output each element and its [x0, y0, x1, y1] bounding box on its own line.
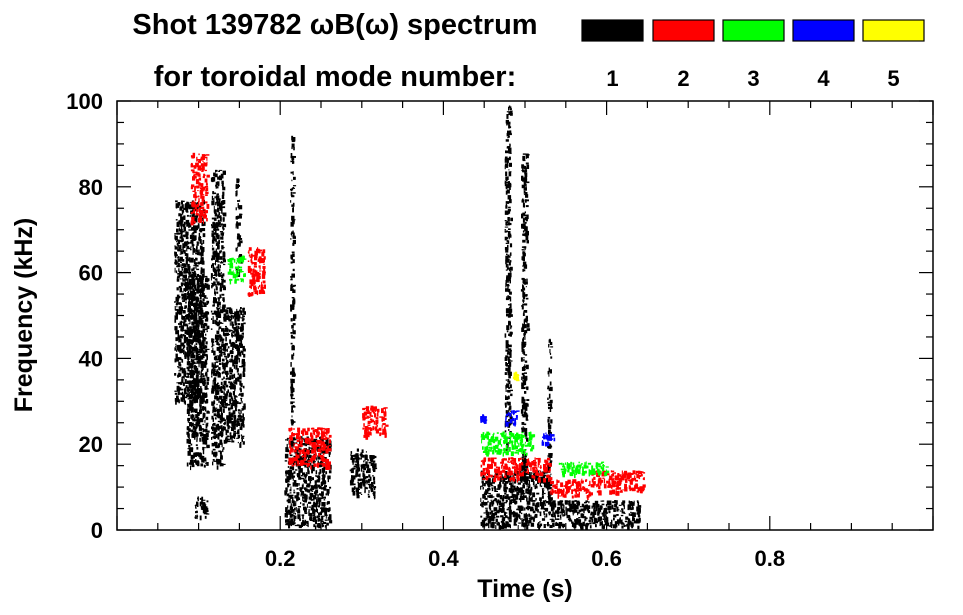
legend-swatch-mode-3	[722, 19, 785, 42]
axis-ticks	[116, 100, 934, 531]
x-axis-label: Time (s)	[477, 575, 572, 603]
x-tick-label: 0.4	[428, 546, 459, 571]
spectrum-blob-mode-2	[288, 427, 332, 470]
y-tick-label: 60	[79, 261, 103, 286]
spectrum-blob-mode-4	[541, 432, 556, 447]
chart-title-line2: for toroidal mode number:	[154, 61, 517, 93]
spectrum-blob-mode-4	[505, 410, 520, 427]
spectrum-blob-mode-3	[558, 461, 610, 479]
y-tick-label: 20	[79, 432, 103, 457]
y-tick-label: 100	[66, 89, 103, 114]
legend-label-mode-4: 4	[817, 66, 830, 91]
chart-title-line1: Shot 139782 ωB(ω) spectrum	[132, 9, 537, 41]
y-tick-label: 40	[79, 346, 103, 371]
y-tick-labels: 0 20 40 60 80 100	[66, 89, 103, 543]
x-tick-label: 0.2	[265, 546, 296, 571]
legend-swatch-mode-5	[862, 19, 925, 42]
legend: 1 2 3 4 5	[581, 19, 925, 91]
plot-data	[174, 105, 646, 530]
x-tick-label: 0.6	[591, 546, 622, 571]
spectrum-blob-mode-1	[290, 135, 297, 426]
spectrum-blob-mode-1	[186, 272, 210, 471]
spectrum-blob-mode-1	[349, 448, 378, 500]
spectrum-blob-mode-5	[512, 371, 520, 382]
legend-label-mode-1: 1	[606, 66, 618, 91]
y-tick-label: 0	[91, 518, 103, 543]
spectrum-blob-mode-1	[223, 307, 246, 448]
legend-swatch-mode-2	[652, 19, 715, 42]
spectrum-blob-mode-2	[480, 457, 553, 483]
legend-label-mode-5: 5	[887, 66, 899, 91]
spectrum-blob-mode-2	[247, 247, 266, 297]
x-tick-labels: 0.2 0.4 0.6 0.8	[265, 546, 785, 571]
legend-label-mode-2: 2	[677, 66, 689, 91]
spectrum-blob-mode-2	[362, 405, 389, 440]
spectrum-blob-mode-1	[549, 500, 642, 530]
spectrum-blob-mode-1	[194, 496, 210, 521]
x-tick-label: 0.8	[755, 546, 786, 571]
spectrum-blob-mode-2	[549, 478, 593, 501]
spectrum-blob-mode-4	[480, 414, 488, 424]
legend-swatch-mode-1	[581, 19, 644, 42]
spectrum-blob-mode-1	[480, 470, 553, 530]
y-axis-label: Frequency (kHz)	[10, 218, 38, 412]
legend-swatch-mode-4	[792, 19, 855, 42]
y-tick-label: 80	[79, 175, 103, 200]
spectrum-blob-mode-2	[190, 152, 210, 226]
spectrum-blob-mode-1	[210, 169, 227, 470]
legend-label-mode-3: 3	[747, 66, 759, 91]
spectrum-blob-mode-3	[227, 255, 247, 285]
spectrum-blob-mode-3	[480, 431, 536, 457]
